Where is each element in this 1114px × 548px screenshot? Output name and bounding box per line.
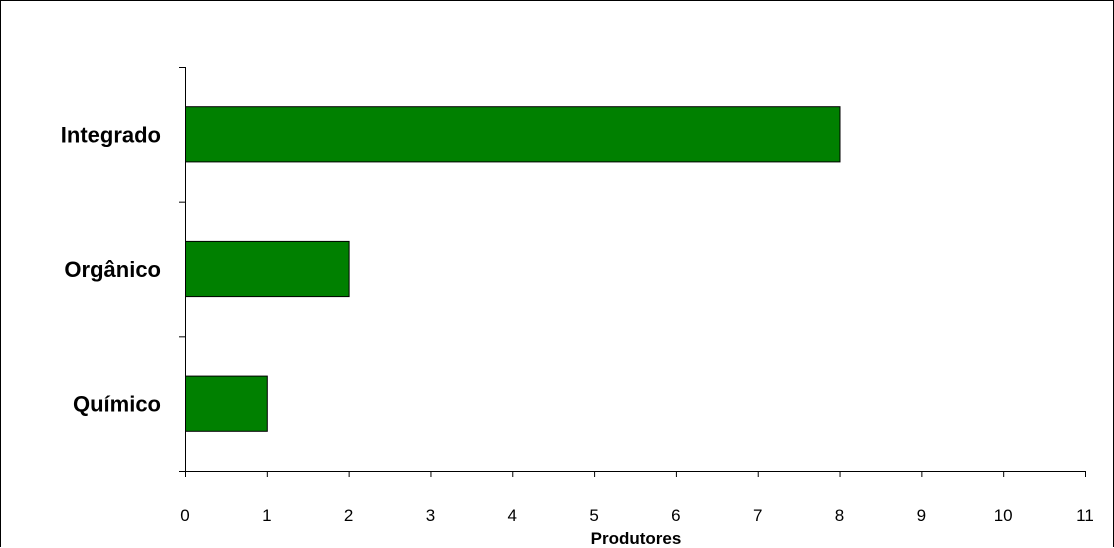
x-tick-label: 8 — [835, 506, 844, 525]
x-tick-label: 5 — [589, 506, 598, 525]
x-axis-title: Produtores — [591, 529, 682, 548]
x-tick-label: 11 — [1076, 506, 1094, 525]
x-tick-label: 7 — [753, 506, 762, 525]
x-tick-label: 6 — [671, 506, 680, 525]
x-tick-label: 2 — [344, 506, 353, 525]
bar-integrado — [185, 106, 841, 163]
bar-quimico — [185, 375, 268, 432]
x-ticks: 0 1 2 3 4 5 6 7 8 9 10 11 — [180, 471, 1094, 525]
x-tick-label: 4 — [508, 506, 517, 525]
category-label: Químico — [73, 392, 161, 417]
category-label: Integrado — [61, 122, 161, 147]
category-label: Orgânico — [64, 257, 161, 282]
x-tick-label: 9 — [917, 506, 926, 525]
x-tick-label: 10 — [994, 506, 1013, 525]
x-tick-label: 3 — [426, 506, 435, 525]
y-ticks: Integrado Orgânico Químico — [61, 67, 185, 472]
bars — [185, 106, 841, 432]
x-tick-label: 1 — [262, 506, 271, 525]
bar-organico — [185, 240, 350, 298]
x-tick-label: 0 — [180, 506, 189, 525]
